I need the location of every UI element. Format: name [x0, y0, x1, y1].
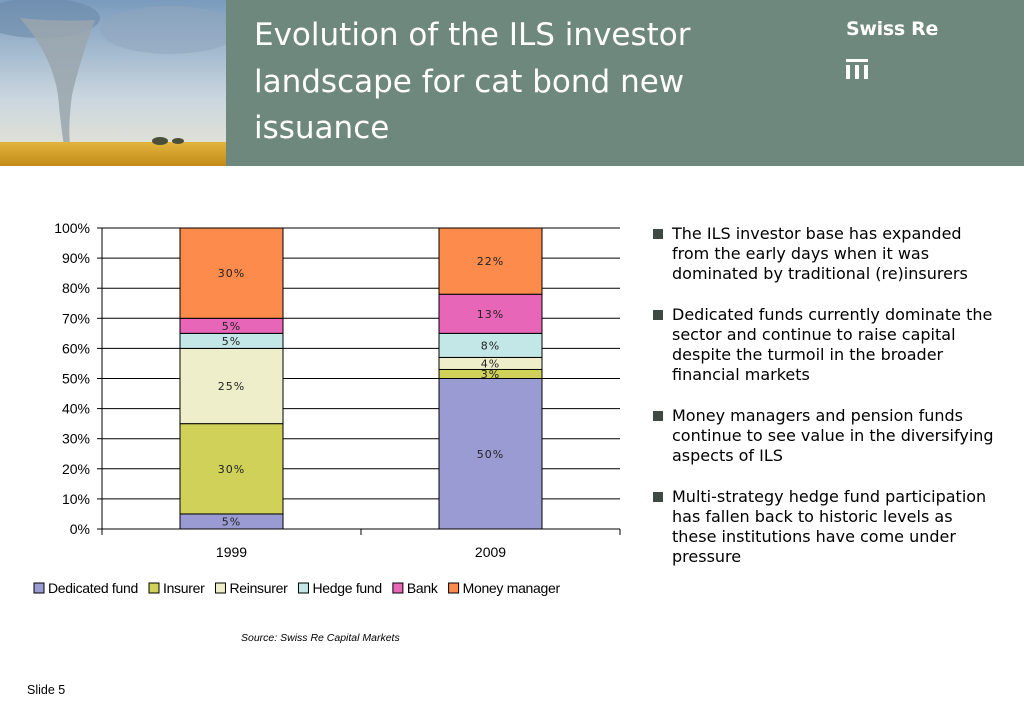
- y-tick-label: 20%: [62, 461, 90, 477]
- x-tick-label: 1999: [216, 544, 247, 560]
- data-label: 22%: [477, 255, 504, 268]
- bar-segment: [179, 227, 284, 319]
- bullet-square-icon: [653, 310, 663, 320]
- legend-label: Dedicated fund: [48, 580, 138, 596]
- y-tick-label: 60%: [62, 340, 90, 356]
- bar-segment: [179, 347, 284, 425]
- data-label: 5%: [222, 515, 241, 528]
- tornado-photo: [0, 0, 226, 166]
- legend-label: Insurer: [163, 580, 205, 596]
- y-tick-label: 80%: [62, 280, 90, 296]
- bullet-item: Dedicated funds currently dominate the s…: [652, 305, 1002, 385]
- data-label: 30%: [218, 463, 245, 476]
- y-tick-label: 0%: [70, 521, 90, 537]
- x-tick-label: 2009: [475, 544, 506, 560]
- legend-swatch: [448, 582, 460, 594]
- stacked-bar-chart: 0% 10% 20% 30% 40% 50% 60% 70% 80% 90% 100% 5% 30% 25…: [0, 190, 640, 620]
- brand-logo-icon: [846, 59, 870, 81]
- y-tick-label: 30%: [62, 431, 90, 447]
- bullet-item: The ILS investor base has expanded from …: [652, 224, 1002, 284]
- y-tick-label: 50%: [62, 371, 90, 387]
- data-label: 5%: [222, 335, 241, 348]
- legend-swatch: [33, 582, 45, 594]
- legend-swatch: [297, 582, 309, 594]
- bar-segment: [438, 227, 543, 295]
- data-label: 5%: [222, 320, 241, 333]
- bullet-square-icon: [653, 492, 663, 502]
- key-points-list: The ILS investor base has expanded from …: [652, 224, 1002, 588]
- bar-segment: [438, 378, 543, 530]
- data-label: 3%: [481, 368, 500, 381]
- y-tick-label: 70%: [62, 310, 90, 326]
- legend-swatch: [392, 582, 404, 594]
- data-label: 4%: [481, 357, 500, 370]
- bar-segment: [438, 293, 543, 334]
- header-banner: Evolution of the ILS investor landscape …: [0, 0, 1024, 166]
- y-tick-label: 40%: [62, 401, 90, 417]
- legend-label: Money manager: [463, 580, 561, 596]
- data-label: 13%: [477, 308, 504, 321]
- data-label: 8%: [481, 339, 500, 352]
- y-tick-label: 90%: [62, 250, 90, 266]
- slide-number: Slide 5: [27, 683, 66, 697]
- page-title: Evolution of the ILS investor landscape …: [254, 17, 691, 146]
- y-tick-label: 10%: [62, 491, 90, 507]
- source-note: Source: Swiss Re Capital Markets: [241, 632, 400, 644]
- bullet-item: Money managers and pension funds continu…: [652, 406, 1002, 466]
- bullet-square-icon: [653, 229, 663, 239]
- bar-segment: [179, 423, 284, 515]
- bullet-item: Multi-strategy hedge fund participation …: [652, 487, 1002, 567]
- bar-segment: [438, 332, 543, 358]
- legend-swatch: [148, 582, 160, 594]
- data-label: 25%: [218, 380, 245, 393]
- data-label: 30%: [218, 267, 245, 280]
- legend-label: Bank: [407, 580, 439, 596]
- brand-logo-text: Swiss Re: [846, 18, 939, 40]
- legend-label: Reinsurer: [229, 580, 288, 596]
- legend-label: Hedge fund: [312, 580, 381, 596]
- y-tick-label: 100%: [54, 220, 90, 236]
- bullet-square-icon: [653, 411, 663, 421]
- data-label: 50%: [477, 448, 504, 461]
- legend-swatch: [214, 582, 226, 594]
